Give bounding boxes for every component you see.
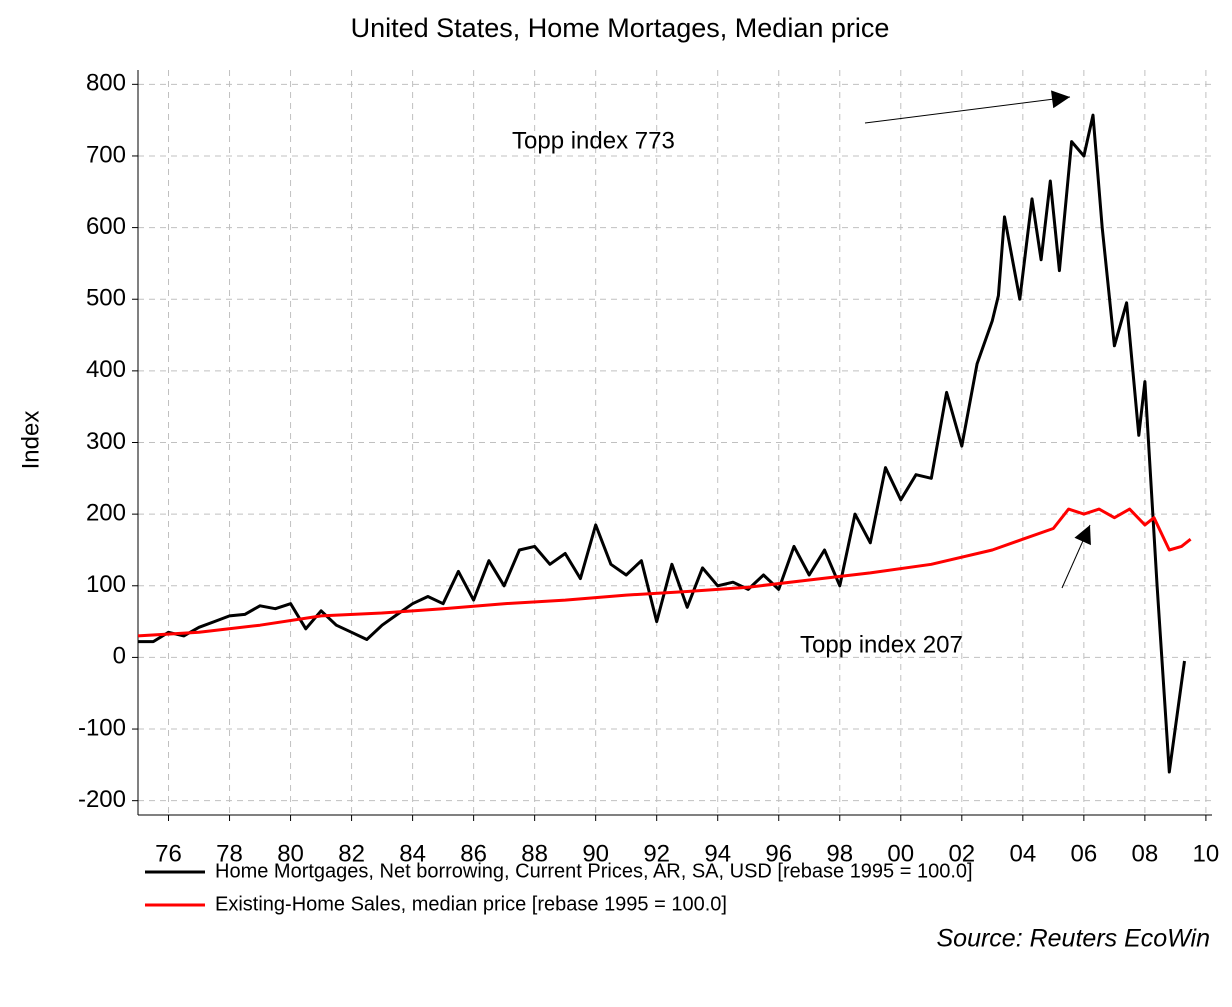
x-tick-label: 80 xyxy=(277,840,304,867)
chart-title: United States, Home Mortages, Median pri… xyxy=(351,13,890,43)
y-tick-label: -100 xyxy=(78,714,126,741)
x-tick-label: 10 xyxy=(1193,840,1220,867)
y-tick-label: -200 xyxy=(78,786,126,813)
y-tick-label: 500 xyxy=(86,285,126,312)
x-tick-label: 00 xyxy=(887,840,914,867)
source: Source: Reuters EcoWin xyxy=(937,925,1211,953)
x-tick-label: 94 xyxy=(704,840,731,867)
y-tick-label: 800 xyxy=(86,70,126,97)
x-tick-label: 04 xyxy=(1009,840,1036,867)
x-tick-label: 84 xyxy=(399,840,426,867)
y-tick-label: 600 xyxy=(86,213,126,240)
x-tick-label: 90 xyxy=(582,840,609,867)
legend-label: Existing-Home Sales, median price [rebas… xyxy=(215,893,727,915)
y-tick-label: 0 xyxy=(113,643,126,670)
x-tick-label: 08 xyxy=(1132,840,1159,867)
legend: Home Mortgages, Net borrowing, Current P… xyxy=(145,860,973,915)
y-tick-label: 400 xyxy=(86,356,126,383)
x-tick-label: 86 xyxy=(460,840,487,867)
x-tick-label: 78 xyxy=(216,840,243,867)
x-tick-label: 96 xyxy=(765,840,792,867)
y-tick-label: 200 xyxy=(86,499,126,526)
x-tick-label: 06 xyxy=(1071,840,1098,867)
y-axis-label: Index xyxy=(17,411,44,470)
x-tick-label: 76 xyxy=(155,840,182,867)
legend-label: Home Mortgages, Net borrowing, Current P… xyxy=(215,860,973,882)
x-tick-label: 92 xyxy=(643,840,670,867)
arrow xyxy=(1061,524,1091,589)
y-tick-label: 100 xyxy=(86,571,126,598)
x-tick-label: 02 xyxy=(948,840,975,867)
annotation: Topp index 773 xyxy=(512,127,675,154)
y-tick-label: 700 xyxy=(86,141,126,168)
x-tick-label: 82 xyxy=(338,840,365,867)
x-tick-label: 88 xyxy=(521,840,548,867)
y-tick-label: 300 xyxy=(86,428,126,455)
annotation: Topp index 207 xyxy=(800,631,963,658)
series-line xyxy=(138,113,1186,774)
x-tick-label: 98 xyxy=(826,840,853,867)
arrow xyxy=(864,90,1071,124)
series-line xyxy=(137,507,1192,638)
